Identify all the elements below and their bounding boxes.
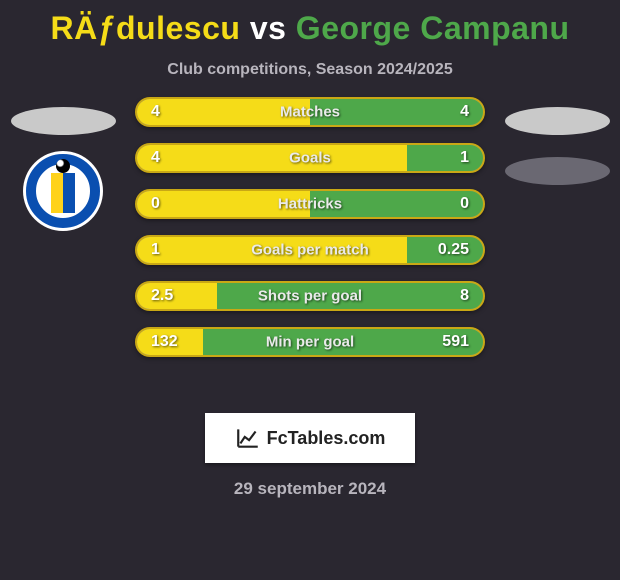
subtitle: Club competitions, Season 2024/2025 — [0, 61, 620, 79]
player2-club-placeholder — [505, 157, 610, 185]
player1-name: RÄƒdulescu — [50, 10, 240, 46]
stat-bar: 1 0.25 Goals per match — [135, 235, 485, 265]
badge-ball-icon — [56, 159, 70, 173]
stat-bar-left-fill — [137, 145, 407, 171]
footer-date: 29 september 2024 — [0, 479, 620, 499]
stat-bar: 0 0 Hattricks — [135, 189, 485, 219]
stat-label: Shots per goal — [258, 288, 362, 305]
stat-left-value: 4 — [151, 103, 160, 121]
player1-avatar-placeholder — [11, 107, 116, 135]
stat-left-value: 1 — [151, 241, 160, 259]
brand-logo: FcTables.com — [205, 413, 415, 463]
page-title: RÄƒdulescu vs George Campanu — [0, 0, 620, 47]
stat-left-value: 0 — [151, 195, 160, 213]
comparison-arena: 4 4 Matches 4 1 Goals 0 0 Hattricks 1 0.25 Goals pe… — [0, 97, 620, 397]
stat-label: Hattricks — [278, 196, 342, 213]
stat-bar: 4 1 Goals — [135, 143, 485, 173]
brand-text: FcTables.com — [267, 428, 386, 449]
stat-left-value: 2.5 — [151, 287, 173, 305]
stat-right-value: 0.25 — [438, 241, 469, 259]
stat-right-value: 8 — [460, 287, 469, 305]
stat-label: Goals — [289, 150, 331, 167]
stat-bars: 4 4 Matches 4 1 Goals 0 0 Hattricks 1 0.25 Goals pe… — [135, 97, 485, 373]
player2-avatar-placeholder — [505, 107, 610, 135]
stat-label: Goals per match — [251, 242, 369, 259]
player2-column — [502, 107, 612, 201]
stat-bar: 132 591 Min per goal — [135, 327, 485, 357]
player2-name: George Campanu — [296, 10, 570, 46]
stat-bar-right-fill — [407, 145, 483, 171]
vs-text: vs — [250, 10, 287, 46]
stat-right-value: 1 — [460, 149, 469, 167]
chart-icon — [235, 425, 261, 451]
player1-column — [8, 107, 118, 231]
stat-bar: 4 4 Matches — [135, 97, 485, 127]
stat-label: Matches — [280, 104, 340, 121]
stat-right-value: 591 — [442, 333, 469, 351]
stat-left-value: 4 — [151, 149, 160, 167]
stat-left-value: 132 — [151, 333, 178, 351]
stat-bar: 2.5 8 Shots per goal — [135, 281, 485, 311]
stat-bar-left-fill — [137, 283, 217, 309]
stat-label: Min per goal — [266, 334, 354, 351]
stat-right-value: 0 — [460, 195, 469, 213]
player1-club-badge — [8, 151, 118, 231]
stat-right-value: 4 — [460, 103, 469, 121]
